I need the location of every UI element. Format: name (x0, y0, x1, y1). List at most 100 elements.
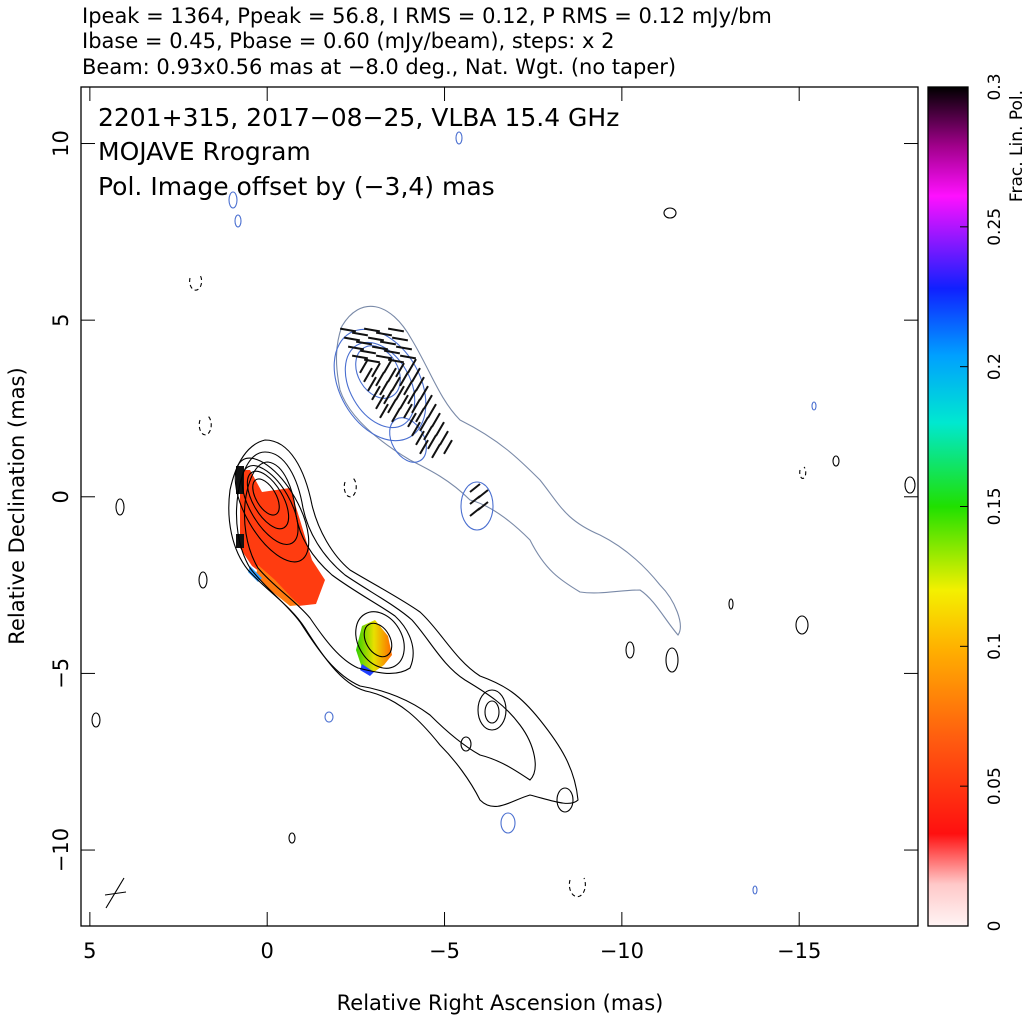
evpa-stick (347, 345, 365, 351)
total-contour (246, 470, 290, 530)
evpa-stick (379, 340, 397, 346)
evpa-stick (403, 403, 413, 419)
pol-contour (333, 328, 427, 442)
evpa-stick (411, 421, 421, 437)
total-contour (198, 571, 208, 589)
negative-contour (189, 274, 807, 898)
header-line: Beam: 0.93x0.56 mas at −8.0 deg., Nat. W… (82, 55, 676, 79)
total-contour (728, 598, 734, 610)
y-tick-label: −10 (49, 828, 73, 872)
evpa-stick (371, 362, 381, 378)
evpa-stick (395, 362, 405, 378)
pol-contour (234, 214, 242, 228)
total-contour (91, 712, 101, 728)
colorbar-tick-label: 0.25 (985, 208, 1005, 246)
evpa-stick (439, 430, 449, 446)
y-tick-label: −5 (49, 658, 73, 689)
total-contour (241, 465, 299, 545)
evpa-stick (431, 443, 441, 459)
evpa-stick (375, 354, 393, 360)
annotations: 2201+315, 2017−08−25, VLBA 15.4 GHz MOJA… (98, 103, 619, 201)
evpa-stick (399, 371, 409, 387)
total-contour (235, 451, 536, 781)
evpa-stick (383, 358, 393, 374)
pol-fraction-patch (256, 565, 300, 606)
pol-contour (500, 812, 516, 834)
evpa-stick (391, 336, 409, 342)
evpa-stick (415, 376, 425, 392)
image (91, 131, 916, 909)
evpa-stick (415, 430, 425, 446)
x-tick-label: −5 (429, 939, 460, 963)
evpa-stick (375, 331, 393, 337)
colorbar-tick-label: 0 (985, 921, 1005, 932)
pol-contour (811, 401, 817, 411)
total-contour (460, 736, 472, 752)
y-tick-label: 10 (49, 130, 73, 157)
evpa-stick (363, 327, 381, 333)
x-tick-label: 5 (83, 939, 96, 963)
total-contour (477, 689, 507, 731)
evpa-stick (427, 403, 437, 419)
evpa-stick (435, 421, 445, 437)
y-tick-label: 0 (49, 490, 73, 503)
evpa-stick (407, 358, 417, 374)
total-contour (795, 615, 809, 635)
colorbar-tick-label: 0.3 (985, 73, 1005, 100)
evpa-stick (379, 403, 389, 419)
evpa-stick (395, 345, 413, 351)
total-contour (665, 647, 679, 673)
evpa-stick (383, 349, 401, 355)
evpa-stick (391, 376, 401, 392)
evpa-stick (351, 354, 369, 360)
evpa-stick (355, 340, 373, 346)
evpa-stick (359, 358, 369, 374)
colorbar-tick-label: 0.05 (985, 767, 1005, 805)
evpa-stick (339, 327, 357, 333)
evpa-stick (343, 336, 361, 342)
pol-contour (460, 481, 494, 531)
colorbar-label: Frac. Lin. Pol. (1007, 90, 1027, 202)
beam (104, 891, 127, 896)
total-contour (625, 641, 635, 659)
evpa-stick (411, 398, 421, 414)
pol-contour (228, 191, 238, 209)
pol-fraction-patch (356, 620, 392, 672)
evpa-stick (399, 354, 417, 360)
total-contour (556, 787, 574, 813)
evpa-stick (387, 398, 397, 414)
evpa-stick (375, 371, 385, 387)
evpa-stick (395, 385, 405, 401)
pol-contour (344, 341, 416, 429)
evpa-stick (419, 385, 429, 401)
evpa-stick (469, 507, 481, 517)
total-contour (252, 478, 280, 516)
plot-frame (80, 86, 919, 927)
evpa-stick (379, 380, 389, 396)
y-axis-label: Relative Declination (mas) (5, 367, 29, 644)
evpa-stick (399, 394, 409, 410)
evpa-sticks (339, 327, 489, 517)
pol-contour (335, 305, 681, 636)
evpa-stick (367, 336, 385, 342)
total-contour (228, 439, 579, 807)
x-tick-label: −15 (777, 939, 821, 963)
total-contour (355, 611, 405, 669)
header-line: Ibase = 0.45, Pbase = 0.60 (mJy/beam), s… (82, 29, 614, 53)
y-tick-label: 5 (49, 313, 73, 326)
pol-contour (355, 345, 401, 399)
x-tick-label: −10 (600, 939, 644, 963)
evpa-stick (391, 407, 401, 423)
annotation: Pol. Image offset by (−3,4) mas (98, 172, 495, 201)
evpa-stick (411, 367, 421, 383)
total-contour (234, 457, 310, 563)
pol-contour (455, 131, 463, 145)
total-contour (832, 455, 840, 467)
evpa-stick (375, 394, 385, 410)
evpa-stick (403, 380, 413, 396)
evpa-stick (351, 331, 369, 337)
evpa-stick (419, 416, 429, 432)
evpa-stick (419, 439, 429, 455)
total-contour (363, 622, 393, 658)
colorbar-tick-label: 0.2 (985, 353, 1005, 380)
